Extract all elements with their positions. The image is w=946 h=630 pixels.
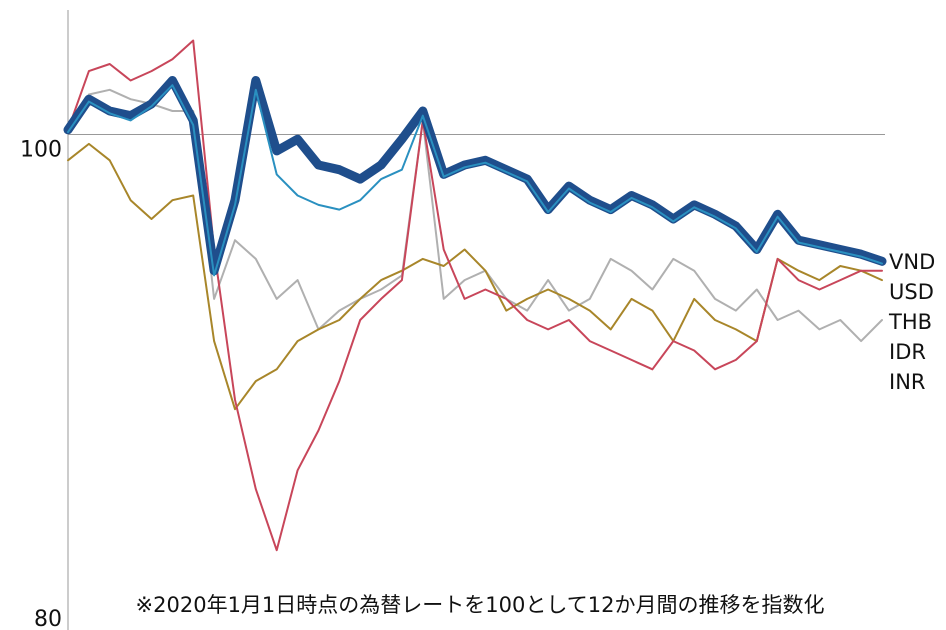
series-label: THB (888, 310, 932, 334)
series-label: USD (889, 280, 934, 304)
series-line (67, 39, 883, 552)
y-tick-label: 100 (20, 137, 62, 162)
footnote: ※2020年1月1日時点の為替レートを100として12か月間の推移を指数化 (136, 593, 825, 617)
series-label: INR (889, 370, 926, 394)
series-label: IDR (889, 340, 926, 364)
series-line (67, 84, 883, 277)
series-label: VND (889, 250, 935, 274)
series-line (63, 76, 887, 276)
y-tick-label: 80 (34, 607, 62, 630)
series-line (67, 142, 883, 411)
